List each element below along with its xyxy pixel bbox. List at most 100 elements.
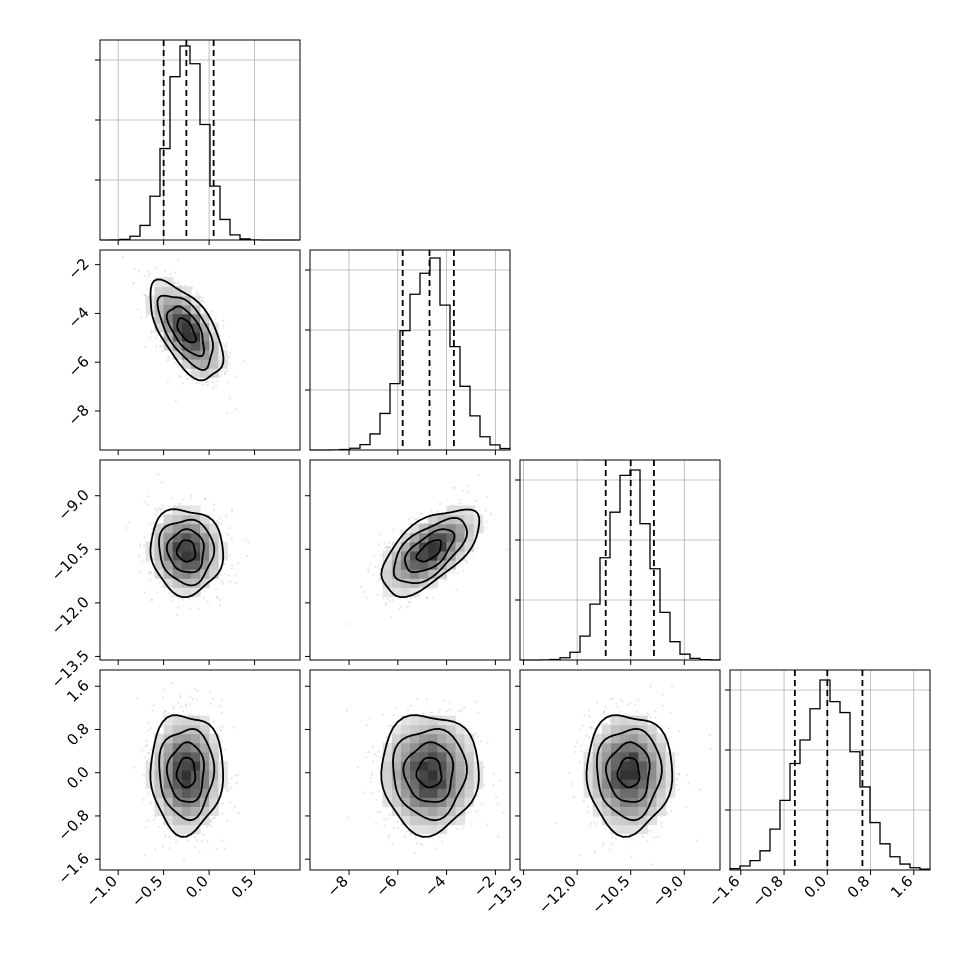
density-cell bbox=[172, 770, 183, 780]
sample-point bbox=[212, 720, 215, 723]
hist-panel-2 bbox=[515, 459, 721, 665]
density-cell bbox=[200, 322, 210, 333]
density-cell bbox=[400, 779, 411, 789]
density-cell bbox=[200, 560, 210, 570]
density-cell bbox=[382, 569, 393, 579]
density-cell bbox=[172, 815, 183, 826]
sample-point bbox=[227, 788, 230, 791]
density-cell bbox=[181, 340, 192, 351]
density-cell bbox=[446, 532, 457, 543]
sample-point bbox=[167, 356, 170, 359]
density-cell bbox=[209, 340, 219, 351]
sample-point bbox=[202, 597, 205, 600]
density-cell bbox=[181, 715, 192, 726]
contour-line bbox=[156, 294, 215, 372]
sample-point bbox=[154, 513, 157, 516]
sample-point bbox=[173, 282, 176, 285]
y-tick-label-1-0: −8 bbox=[64, 401, 92, 429]
sample-point bbox=[174, 835, 177, 838]
sample-point bbox=[196, 689, 199, 692]
sample-point bbox=[234, 408, 237, 411]
sample-point bbox=[383, 824, 386, 827]
sample-point bbox=[152, 521, 155, 525]
sample-point bbox=[497, 835, 500, 839]
density-cell bbox=[181, 359, 192, 369]
y-tick-label-1-2: −4 bbox=[64, 304, 92, 332]
sample-point bbox=[193, 688, 196, 691]
sample-point bbox=[383, 541, 386, 544]
sample-point bbox=[458, 502, 461, 505]
sample-point bbox=[188, 597, 191, 600]
density-cell bbox=[200, 550, 210, 561]
sample-point bbox=[172, 707, 175, 710]
sample-point bbox=[475, 809, 478, 813]
density-cell bbox=[172, 788, 183, 798]
y-tick-label-3-3: 0.8 bbox=[63, 720, 93, 750]
sample-point bbox=[150, 598, 153, 601]
density-cell bbox=[163, 295, 174, 306]
density-cell bbox=[172, 578, 183, 588]
sample-point bbox=[140, 316, 143, 319]
density-cell bbox=[190, 359, 201, 369]
sample-point bbox=[161, 506, 164, 509]
density-cell bbox=[200, 368, 210, 378]
density-cell bbox=[200, 724, 210, 735]
density-cell bbox=[181, 578, 192, 588]
density-cell bbox=[391, 797, 402, 807]
sample-point bbox=[203, 497, 206, 500]
sample-point bbox=[430, 711, 434, 714]
density-cell bbox=[400, 770, 411, 780]
density-cell bbox=[437, 514, 447, 525]
sample-point bbox=[218, 334, 222, 338]
density-cell bbox=[455, 532, 466, 543]
density-cell bbox=[437, 788, 447, 798]
contour-line bbox=[149, 714, 224, 838]
density-cell bbox=[400, 806, 411, 817]
density-cell bbox=[209, 742, 219, 753]
density-cell bbox=[419, 724, 429, 735]
sample-point bbox=[219, 603, 222, 607]
density-cell bbox=[400, 751, 411, 762]
sample-point bbox=[203, 590, 206, 593]
sample-point bbox=[166, 827, 169, 830]
sample-point bbox=[143, 756, 146, 759]
sample-point bbox=[135, 697, 138, 700]
sample-point bbox=[232, 726, 235, 729]
sample-point bbox=[465, 812, 468, 815]
density-cell bbox=[163, 541, 174, 552]
density-cell bbox=[163, 523, 174, 534]
sample-point bbox=[209, 690, 212, 693]
sample-point bbox=[363, 590, 366, 593]
density-cell bbox=[145, 304, 156, 315]
density-cell bbox=[391, 569, 402, 579]
sample-point bbox=[365, 597, 368, 600]
sample-point bbox=[148, 757, 151, 761]
sample-point bbox=[150, 727, 153, 730]
sample-point bbox=[220, 580, 223, 583]
sample-point bbox=[181, 498, 184, 501]
density-cell bbox=[209, 331, 219, 342]
histogram-line bbox=[99, 45, 300, 241]
sample-point bbox=[229, 801, 232, 804]
density-cell bbox=[181, 304, 192, 315]
density-cell bbox=[400, 715, 411, 726]
sample-point bbox=[155, 345, 158, 348]
sample-point bbox=[215, 588, 218, 591]
sample-point bbox=[438, 708, 441, 711]
sample-point bbox=[170, 497, 173, 500]
hist-panel-1 bbox=[305, 249, 511, 455]
density-cell bbox=[419, 569, 429, 579]
density-cell bbox=[190, 760, 201, 771]
density-cell bbox=[382, 770, 393, 780]
sample-point bbox=[206, 840, 209, 843]
sample-point bbox=[496, 802, 499, 805]
sample-point bbox=[149, 570, 152, 574]
sample-point bbox=[397, 826, 400, 829]
sample-point bbox=[146, 503, 149, 506]
sample-point bbox=[492, 784, 495, 787]
density-cell bbox=[172, 313, 183, 324]
sample-point bbox=[157, 473, 160, 476]
sample-point bbox=[200, 839, 204, 843]
density-cell bbox=[163, 742, 174, 753]
sample-point bbox=[187, 839, 190, 842]
